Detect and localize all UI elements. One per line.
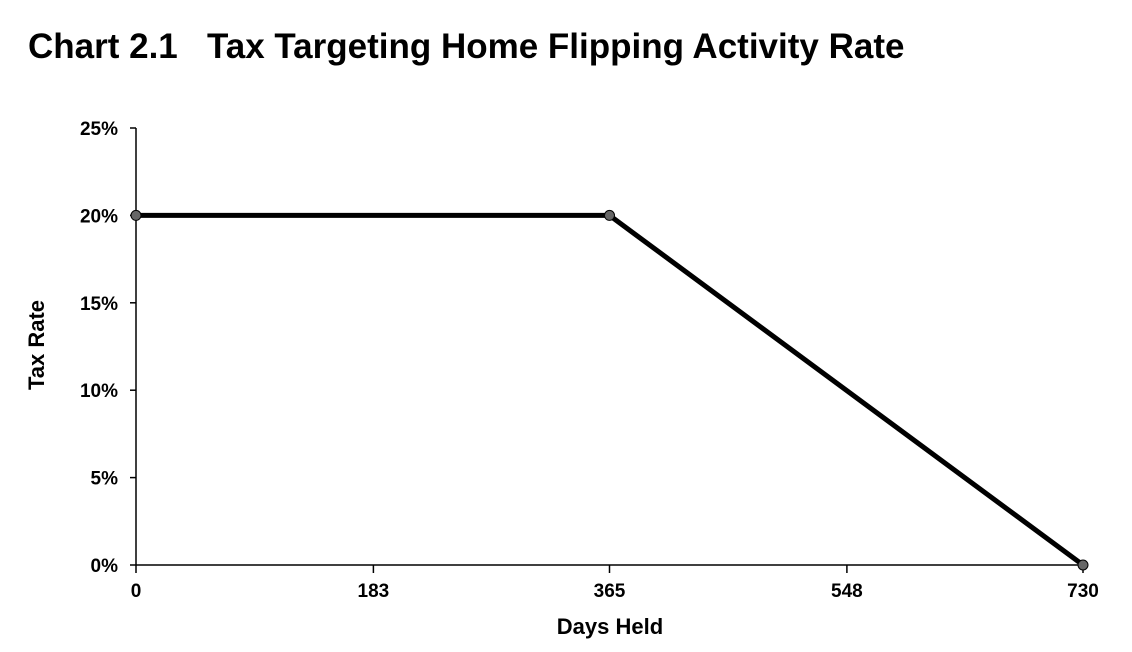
- x-tick-label: 548: [831, 581, 863, 602]
- data-point: [604, 209, 615, 221]
- x-tick-label: 365: [594, 581, 626, 602]
- y-axis-label: Tax Rate: [24, 300, 49, 390]
- x-tick-label: 183: [358, 581, 390, 602]
- x-tick-label: 730: [1067, 581, 1099, 602]
- x-tick-label: 0: [131, 581, 142, 602]
- data-point: [130, 209, 142, 221]
- data-line: [136, 212, 1085, 568]
- y-tick-label: 15%: [80, 294, 118, 315]
- chart-title: Chart 2.1 Tax Targeting Home Flipping Ac…: [28, 27, 904, 66]
- y-tick-label: 0%: [91, 556, 119, 577]
- y-tick-label: 20%: [80, 206, 118, 227]
- x-axis-label: Days Held: [557, 614, 663, 639]
- data-point: [1077, 559, 1089, 571]
- y-tick-label: 25%: [80, 119, 118, 140]
- y-tick-label: 10%: [80, 381, 118, 402]
- y-tick-label: 5%: [91, 469, 119, 490]
